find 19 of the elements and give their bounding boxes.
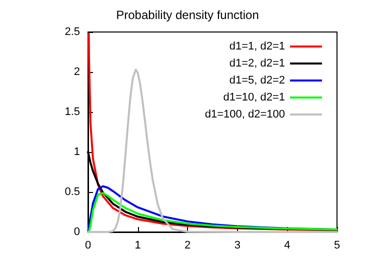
legend-label: d1=10, d2=1 (223, 92, 285, 104)
chart-title: Probability density function (116, 8, 259, 22)
x-tick-label: 3 (234, 240, 240, 252)
x-tick-label: 4 (284, 240, 290, 252)
line-series (88, 32, 338, 232)
legend-label: d1=2, d2=1 (229, 58, 285, 70)
x-tick-label: 1 (134, 240, 141, 252)
legend-label: d1=5, d2=2 (229, 74, 285, 86)
y-tick-label: 1.5 (64, 106, 80, 118)
x-tick-label: 5 (334, 240, 340, 252)
y-tick-label: 2.5 (64, 26, 80, 38)
y-tick-label: 0.5 (64, 186, 80, 198)
legend-label: d1=100, d2=100 (204, 108, 285, 120)
y-tick-label: 1 (74, 146, 80, 158)
y-tick-label: 2 (74, 66, 80, 78)
y-tick-label: 0 (74, 226, 80, 238)
legend-label: d1=1, d2=1 (229, 40, 285, 52)
x-tick-label: 2 (184, 240, 191, 252)
x-tick-label: 0 (84, 240, 92, 252)
